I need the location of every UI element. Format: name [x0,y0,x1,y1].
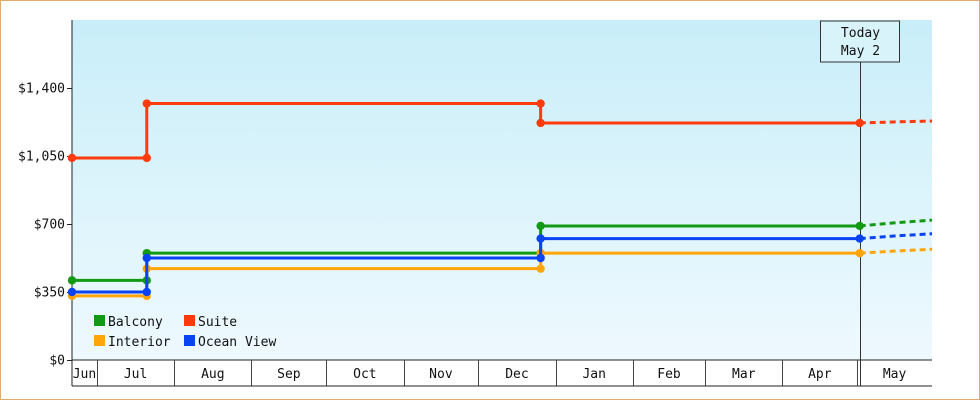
series-forecast-ocean-view [859,232,933,241]
series-line-suite [72,102,860,160]
x-tick-label: Sep [277,367,301,382]
data-point-ocean-view [536,234,545,243]
today-label: Today [841,26,880,41]
y-tick-label: $0 [49,354,65,369]
legend-label: Ocean View [198,335,276,350]
data-point-interior [855,248,864,258]
series-forecast-interior [859,247,933,255]
x-tick-label: Nov [429,367,453,382]
legend-swatch [94,335,105,346]
plot-background [72,20,932,360]
data-point-ocean-view [536,253,545,263]
data-point-suite [536,118,545,128]
x-tick-label: Jun [73,367,96,382]
today-date-label: May 2 [841,44,880,59]
y-tick-label: $700 [34,218,65,233]
legend-label: Interior [108,335,171,350]
y-tick-label: $1,400 [18,82,65,97]
data-point-interior [536,264,545,273]
x-axis-band [72,360,932,386]
data-point-suite [855,118,864,128]
data-point-ocean-view [142,253,151,263]
legend-swatch [184,335,195,346]
x-tick-label: Jul [124,367,147,382]
data-point-ocean-view [67,287,77,297]
data-point-suite [142,99,151,108]
series-forecast-balcony [859,218,933,228]
y-tick-label: $1,050 [18,150,65,165]
x-tick-label: May [883,367,907,382]
legend-label: Balcony [108,315,163,330]
data-point-balcony [855,221,864,231]
series-line-interior [72,251,860,298]
data-point-suite [536,99,545,108]
data-point-ocean-view [142,287,151,297]
x-tick-label: Feb [657,367,681,382]
legend-swatch [94,315,105,326]
legend-swatch [184,315,195,326]
series-line-ocean-view [72,237,860,294]
data-point-suite [142,153,151,163]
series-forecast-suite [859,119,933,125]
data-point-balcony [67,276,77,285]
x-tick-label: Mar [732,367,756,382]
x-tick-label: Oct [353,367,376,382]
data-point-ocean-view [855,234,864,243]
legend-label: Suite [198,315,237,330]
x-tick-label: Aug [201,367,224,382]
x-tick-label: Dec [505,367,528,382]
data-point-balcony [536,221,545,231]
series-line-balcony [72,224,860,282]
today-box [820,20,900,63]
data-point-suite [67,153,77,163]
x-tick-label: Apr [808,367,832,382]
y-tick-label: $350 [34,286,65,301]
x-tick-label: Jan [582,367,605,382]
